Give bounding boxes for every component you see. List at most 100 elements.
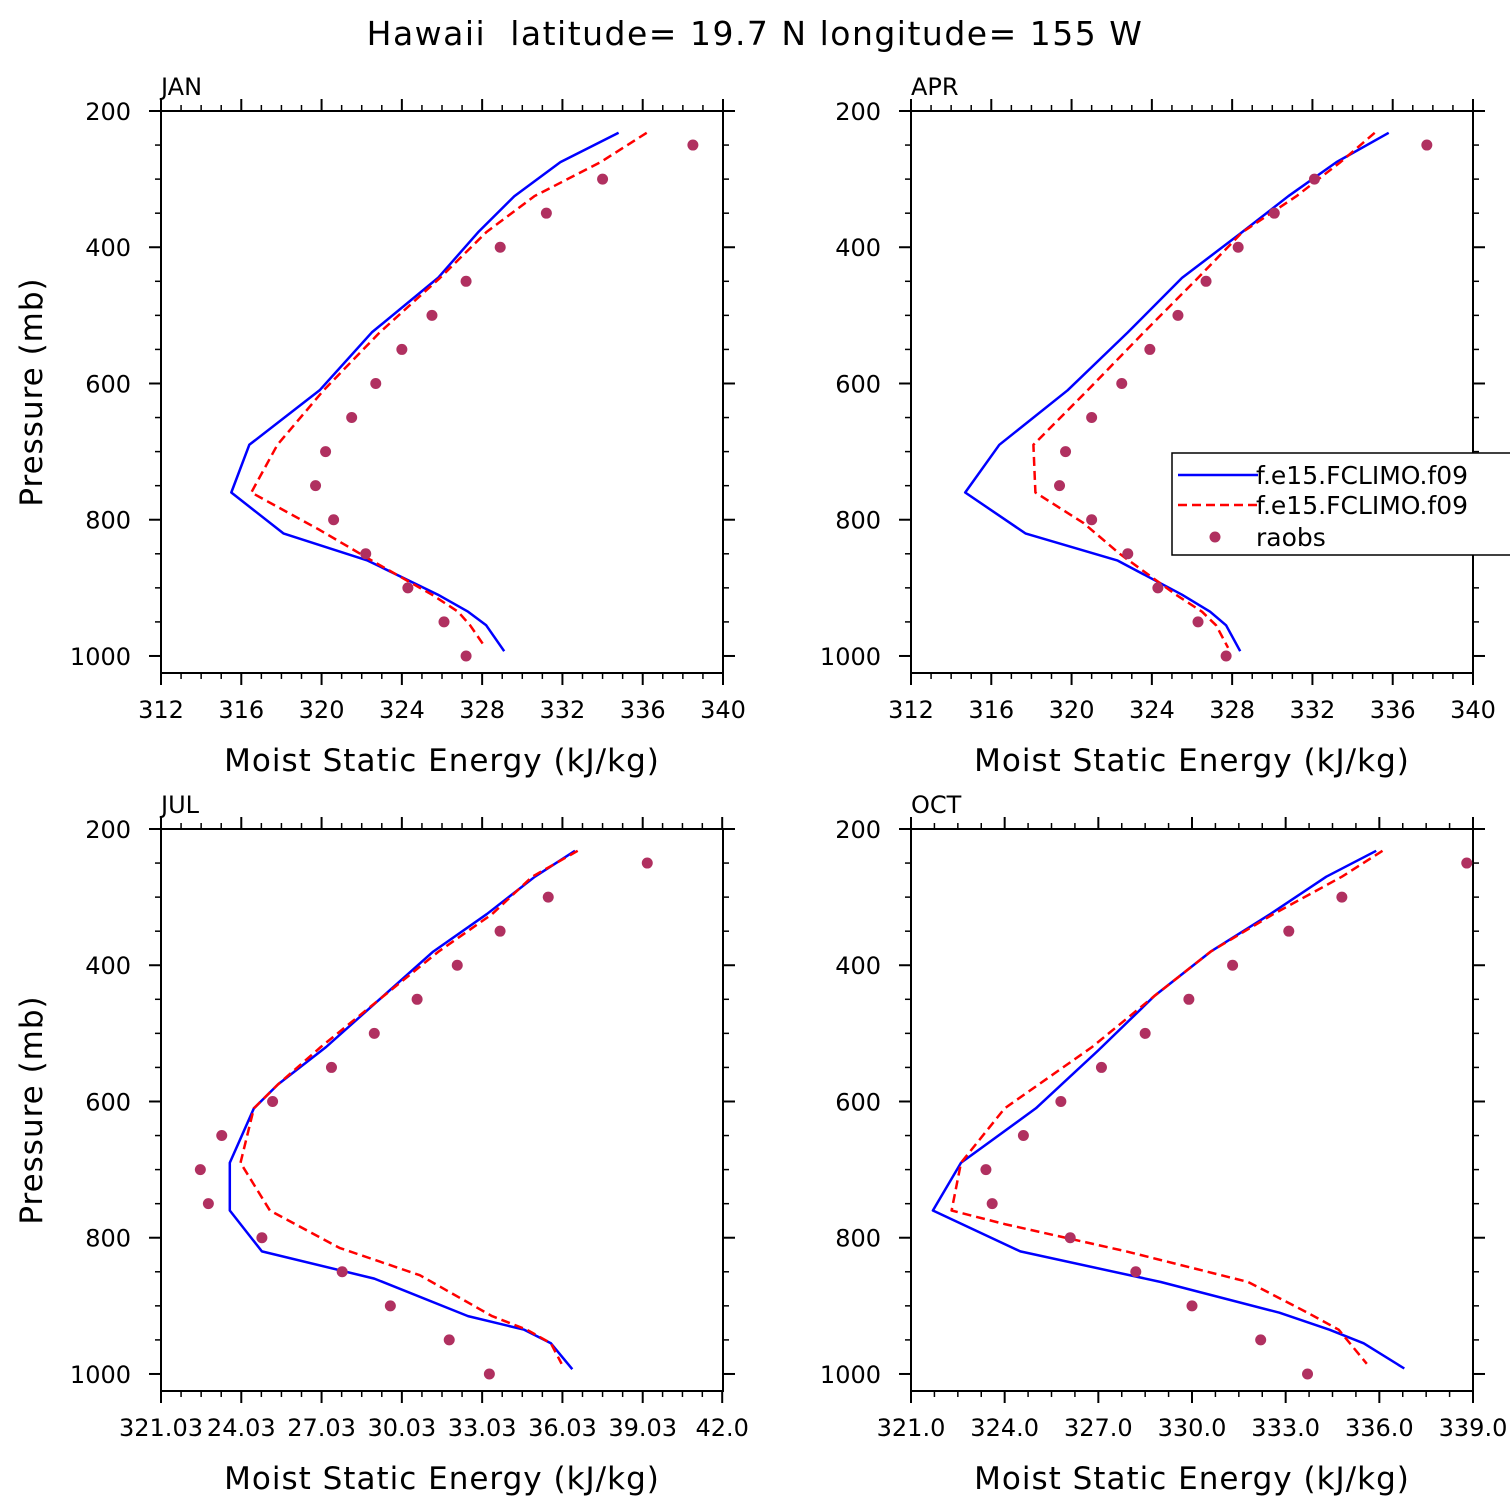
raobs-point: [1227, 959, 1239, 971]
x-tick-label: 42.0: [695, 1414, 748, 1442]
y-axis-label: Pressure (mb): [14, 277, 50, 506]
x-tick-label: 328: [1209, 696, 1255, 724]
raobs-point: [687, 139, 699, 151]
chart-panels: JAN 312 316 320 324 328 332 336 340 200 400 600 800 1…: [14, 73, 1507, 1497]
raobs-point: [426, 309, 438, 321]
chart-title: Hawaii latitude= 19.7 N longitude= 155 W: [367, 14, 1144, 53]
x-axis-label: Moist Static Energy (kJ/kg): [974, 1461, 1410, 1497]
raobs-point: [1220, 650, 1232, 662]
x-tick-label: 24.03: [207, 1414, 276, 1442]
x-tick-label: 336: [620, 696, 666, 724]
series-line-model-solid: [931, 849, 1405, 1370]
series-line-model-dashed: [250, 131, 648, 647]
raobs-point: [1183, 993, 1195, 1005]
raobs-point: [460, 650, 472, 662]
panel-label: APR: [911, 73, 959, 101]
raobs-point: [336, 1266, 348, 1278]
raobs-point: [396, 343, 408, 355]
raobs-point: [194, 1164, 206, 1176]
raobs-point: [1122, 548, 1134, 560]
x-tick-label: 320: [1049, 696, 1095, 724]
y-tick-label: 800: [835, 507, 881, 535]
y-axis-label: Pressure (mb): [14, 995, 50, 1224]
series-line-model-dashed: [239, 849, 579, 1365]
raobs-point: [328, 514, 340, 526]
x-tick-label: 30.03: [367, 1414, 436, 1442]
raobs-point: [384, 1300, 396, 1312]
raobs-point: [320, 446, 332, 458]
x-tick-label: 340: [700, 696, 746, 724]
raobs-point: [1232, 241, 1244, 253]
plot-frame: [910, 110, 1474, 674]
y-tick-label: 200: [835, 98, 881, 126]
x-tick-label: 321.0: [877, 1414, 946, 1442]
raobs-point: [1192, 616, 1204, 628]
y-tick-label: 600: [85, 1088, 131, 1116]
y-tick-label: 800: [85, 1225, 131, 1253]
series-line-model-solid: [228, 849, 576, 1370]
raobs-point: [1302, 1368, 1314, 1380]
series-line-model-dashed: [950, 849, 1384, 1365]
y-tick-label: 600: [835, 1088, 881, 1116]
raobs-point: [483, 1368, 495, 1380]
x-tick-label: 320: [299, 696, 345, 724]
panel-oct: OCT 321.0 324.0 327.0 330.0 333.0 336.0 339.0 20…: [820, 791, 1507, 1497]
series-line-model-dashed: [1032, 131, 1376, 649]
panel-label: JAN: [159, 73, 202, 101]
raobs-point: [216, 1130, 228, 1142]
panel-jan: JAN 312 316 320 324 328 332 336 340 200 400 600 800 1…: [14, 73, 746, 779]
x-tick-label: 336.0: [1345, 1414, 1414, 1442]
raobs-point: [1086, 514, 1098, 526]
y-tick-label: 400: [835, 952, 881, 980]
raobs-point: [360, 548, 372, 560]
x-tick-label: 312: [138, 696, 184, 724]
panel-apr: APR 312 316 320 324 328 332 336 340 200 400 600 800 1…: [820, 73, 1496, 779]
raobs-point: [542, 891, 554, 903]
raobs-point: [1144, 343, 1156, 355]
y-tick-label: 800: [85, 507, 131, 535]
x-axis-label: Moist Static Energy (kJ/kg): [974, 743, 1410, 779]
raobs-point: [438, 616, 450, 628]
raobs-point: [1200, 275, 1212, 287]
raobs-point: [1064, 1232, 1076, 1244]
y-tick-label: 400: [85, 952, 131, 980]
raobs-point: [540, 207, 552, 219]
raobs-point: [1152, 582, 1164, 594]
raobs-point: [402, 582, 414, 594]
y-tick-label: 1000: [70, 1361, 131, 1389]
panel-jul: JUL 321.03 24.03 27.03 30.03 33.03 36.03 39.03 4…: [14, 791, 749, 1497]
x-tick-label: 39.03: [608, 1414, 677, 1442]
raobs-point: [460, 275, 472, 287]
raobs-point: [1116, 377, 1128, 389]
y-tick-label: 800: [835, 1225, 881, 1253]
raobs-point: [368, 1027, 380, 1039]
raobs-point: [1268, 207, 1280, 219]
y-tick-label: 200: [835, 816, 881, 844]
raobs-point: [1461, 857, 1473, 869]
raobs-point: [1086, 412, 1098, 424]
raobs-point: [980, 1164, 992, 1176]
series-line-model-solid: [963, 131, 1390, 652]
raobs-point: [1283, 925, 1295, 937]
raobs-point: [370, 377, 382, 389]
panel-label: OCT: [911, 791, 962, 819]
raobs-point: [1421, 139, 1433, 151]
series-line-model-solid: [230, 131, 620, 652]
raobs-point: [411, 993, 423, 1005]
x-tick-label: 33.03: [448, 1414, 517, 1442]
plot-frame: [160, 110, 724, 674]
x-tick-label: 316: [968, 696, 1014, 724]
x-axis-label: Moist Static Energy (kJ/kg): [224, 1461, 660, 1497]
x-tick-label: 27.03: [287, 1414, 356, 1442]
y-tick-label: 200: [85, 98, 131, 126]
x-tick-label: 327.0: [1064, 1414, 1133, 1442]
raobs-point: [1336, 891, 1348, 903]
x-tick-label: 332: [540, 696, 586, 724]
x-tick-label: 316: [218, 696, 264, 724]
x-tick-label: 333.0: [1251, 1414, 1320, 1442]
raobs-point: [494, 925, 506, 937]
raobs-point: [310, 480, 322, 492]
raobs-point: [267, 1095, 279, 1107]
raobs-point: [202, 1198, 214, 1210]
